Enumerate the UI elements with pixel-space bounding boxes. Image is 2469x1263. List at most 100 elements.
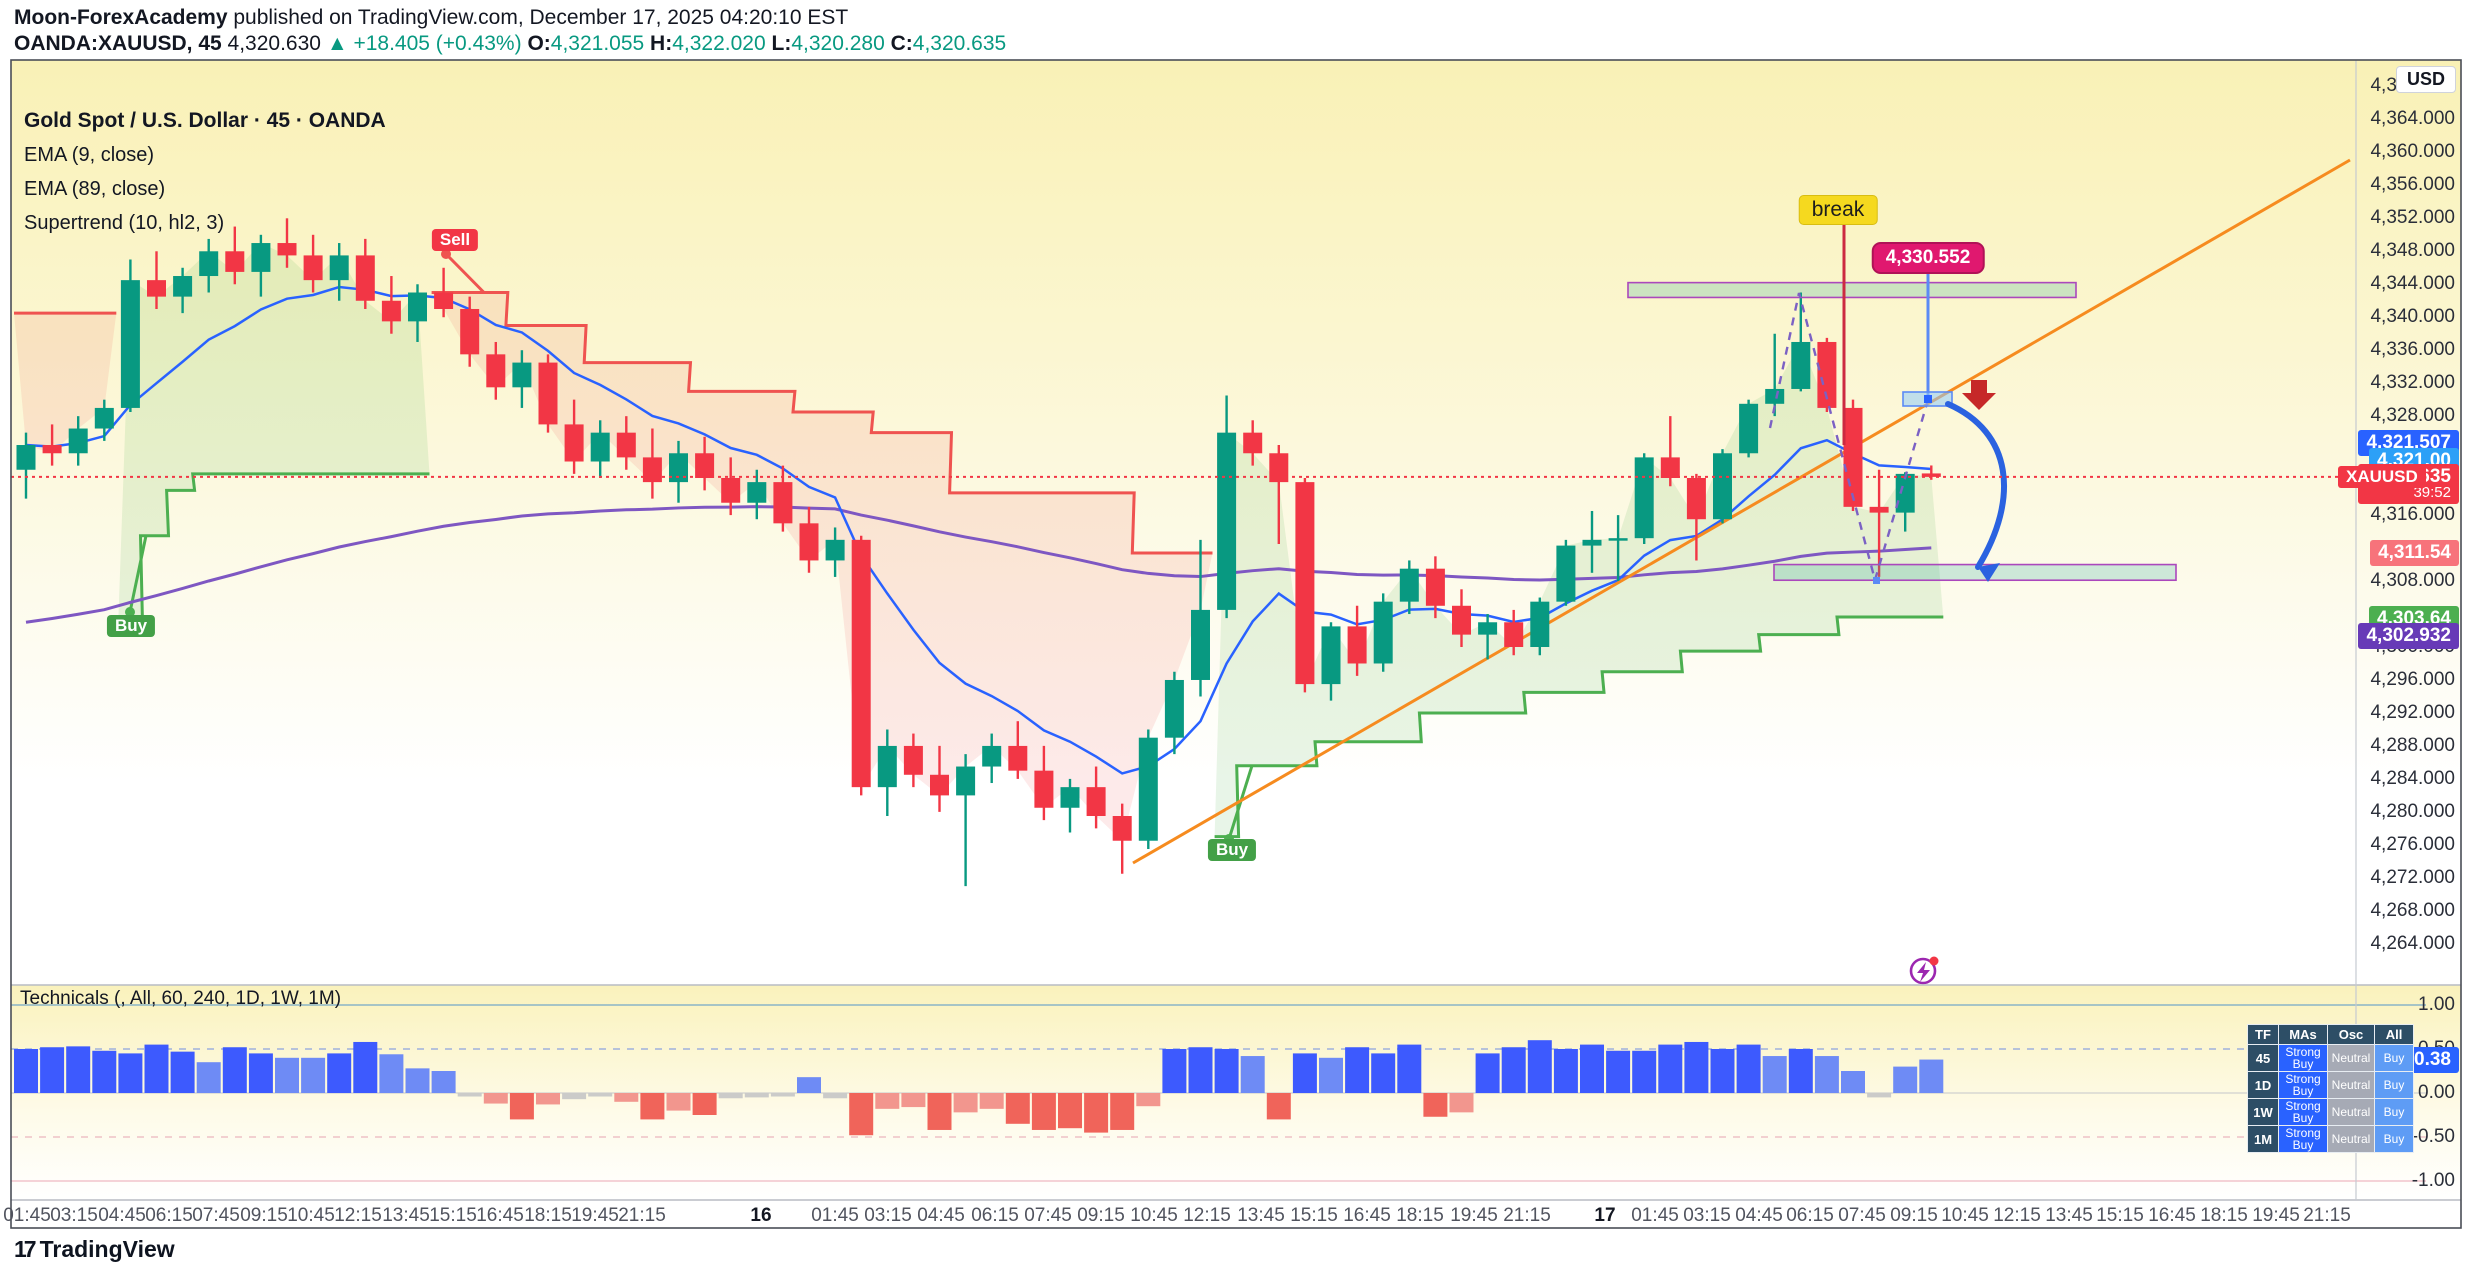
time-tick-label: 19:45 [2252,1205,2300,1226]
table-cell: Strong Buy [2278,1098,2328,1126]
open-value: 4,321.055 [550,32,645,55]
price-flag-label[interactable]: 4,330.552 [1871,242,1985,274]
price-axis-chip: 4,311.54 [2370,540,2459,566]
publish-icon[interactable] [1909,957,1937,985]
technicals-pane-title[interactable]: Technicals (, All, 60, 240, 1D, 1W, 1M) [20,988,342,1009]
tradingview-logo-icon: 17 [14,1236,37,1262]
price-tick-label: 4,340.000 [2370,306,2455,328]
tech-scale-label: 1.00 [2418,994,2455,1015]
support-zone[interactable] [1773,563,2177,582]
publish-icon-badge [1929,956,1939,966]
time-tick-label: 12:15 [334,1205,382,1226]
time-tick-label: 15:15 [429,1205,477,1226]
author-name: Moon-ForexAcademy [14,6,228,29]
up-arrow-icon: ▲ [326,32,348,55]
time-tick-label: 19:45 [571,1205,619,1226]
table-cell: Strong Buy [2278,1044,2328,1072]
table-header-osc: Osc [2327,1024,2375,1045]
time-tick-label: 06:15 [1786,1205,1834,1226]
time-tick-label: 21:15 [618,1205,666,1226]
time-tick-label: 01:45 [811,1205,859,1226]
table-cell: Neutral [2327,1098,2375,1126]
supertrend-fill-green [1214,341,1944,837]
tradingview-logo-text: TradingView [39,1236,175,1262]
table-cell: Neutral [2327,1125,2375,1153]
price-tick-label: 4,344.000 [2370,273,2455,295]
tradingview-logo[interactable]: 17 TradingView [14,1236,175,1263]
day-separator-label: 16 [750,1205,772,1226]
table-cell: Neutral [2327,1044,2375,1072]
high-value: 4,322.020 [672,32,766,55]
supertrend-fill-green [118,243,430,619]
resistance-zone[interactable] [1627,281,2077,299]
lightning-icon [1917,962,1930,982]
table-cell: 1M [2247,1125,2279,1153]
buy-signal-label-1: Buy [106,615,156,637]
price-tick-label: 4,332.000 [2370,372,2455,394]
time-tick-label: 01:45 [1631,1205,1679,1226]
down-block-arrow[interactable] [1962,380,1996,410]
time-tick-label: 09:15 [1077,1205,1125,1226]
price-tick-label: 4,316.000 [2370,504,2455,526]
time-tick-label: 09:15 [240,1205,288,1226]
time-tick-label: 13:45 [2045,1205,2093,1226]
tech-scale-label: 0.00 [2418,1082,2455,1103]
price-tick-label: 4,292.000 [2370,701,2455,723]
time-tick-label: 16:45 [476,1205,524,1226]
time-tick-label: 06:15 [971,1205,1019,1226]
supertrend-fill-red [14,313,117,454]
table-cell: Buy [2374,1044,2414,1072]
table-header-all: All [2374,1024,2414,1045]
time-tick-label: 07:45 [192,1205,240,1226]
price-axis-chip: 4,302.932 [2358,623,2459,649]
legend-ema89[interactable]: EMA (89, close) [24,178,166,200]
zigzag-handle [1873,577,1880,584]
symbol-header: OANDA:XAUUSD, 45 4,320.630 ▲ +18.405 (+0… [14,32,1006,56]
price-tick-label: 4,284.000 [2370,767,2455,789]
table-row: 1M Strong Buy Neutral Buy [2247,1125,2414,1153]
currency-button[interactable]: USD [2396,66,2456,93]
ema9-line [25,285,1932,775]
low-label: L: [771,32,792,55]
price-tick-label: 4,308.000 [2370,570,2455,592]
break-label[interactable]: break [1798,195,1878,225]
table-header-tf: TF [2247,1024,2279,1045]
table-cell: Buy [2374,1071,2414,1099]
time-tick-label: 19:45 [1450,1205,1498,1226]
time-tick-label: 03:15 [1683,1205,1731,1226]
close-label: C: [890,32,913,55]
price-tick-label: 4,364.000 [2370,108,2455,130]
time-tick-label: 06:15 [145,1205,193,1226]
curved-arrow-drawing[interactable] [1945,401,2008,570]
tech-value-chip: 0.38 [2406,1047,2459,1073]
publish-info: published on TradingView.com, December 1… [227,6,849,29]
legend-supertrend[interactable]: Supertrend (10, hl2, 3) [24,212,225,234]
chart-frame-border [10,59,2462,1229]
time-tick-label: 18:15 [2200,1205,2248,1226]
price-tick-label: 4,328.000 [2370,405,2455,427]
trendline-drawing[interactable] [1132,158,2351,865]
technicals-summary-table: TF MAs Osc All 45 Strong Buy Neutral Buy 1D Stron… [2247,1024,2414,1153]
symbol-name: OANDA:XAUUSD, 45 [14,32,222,55]
time-tick-label: 01:45 [3,1205,51,1226]
table-cell: 45 [2247,1044,2279,1072]
buy-signal-label-2: Buy [1207,839,1257,861]
time-tick-label: 15:15 [1290,1205,1338,1226]
time-tick-label: 12:15 [1183,1205,1231,1226]
price-change: +18.405 (+0.43%) [353,32,522,55]
ema89-line [25,505,1932,624]
price-tick-label: 4,264.000 [2370,932,2455,954]
zigzag-drawing[interactable] [1768,292,1930,585]
low-value: 4,320.280 [791,32,885,55]
time-tick-label: 15:15 [2096,1205,2144,1226]
legend-ema9[interactable]: EMA (9, close) [24,144,155,166]
price-tick-label: 4,268.000 [2370,899,2455,921]
time-tick-label: 04:45 [917,1205,965,1226]
table-row: 1W Strong Buy Neutral Buy [2247,1098,2414,1126]
table-header-mas: MAs [2278,1024,2328,1045]
buy-flip-dot-1 [125,607,135,617]
time-tick-label: 04:45 [1735,1205,1783,1226]
table-row: 1D Strong Buy Neutral Buy [2247,1071,2414,1099]
